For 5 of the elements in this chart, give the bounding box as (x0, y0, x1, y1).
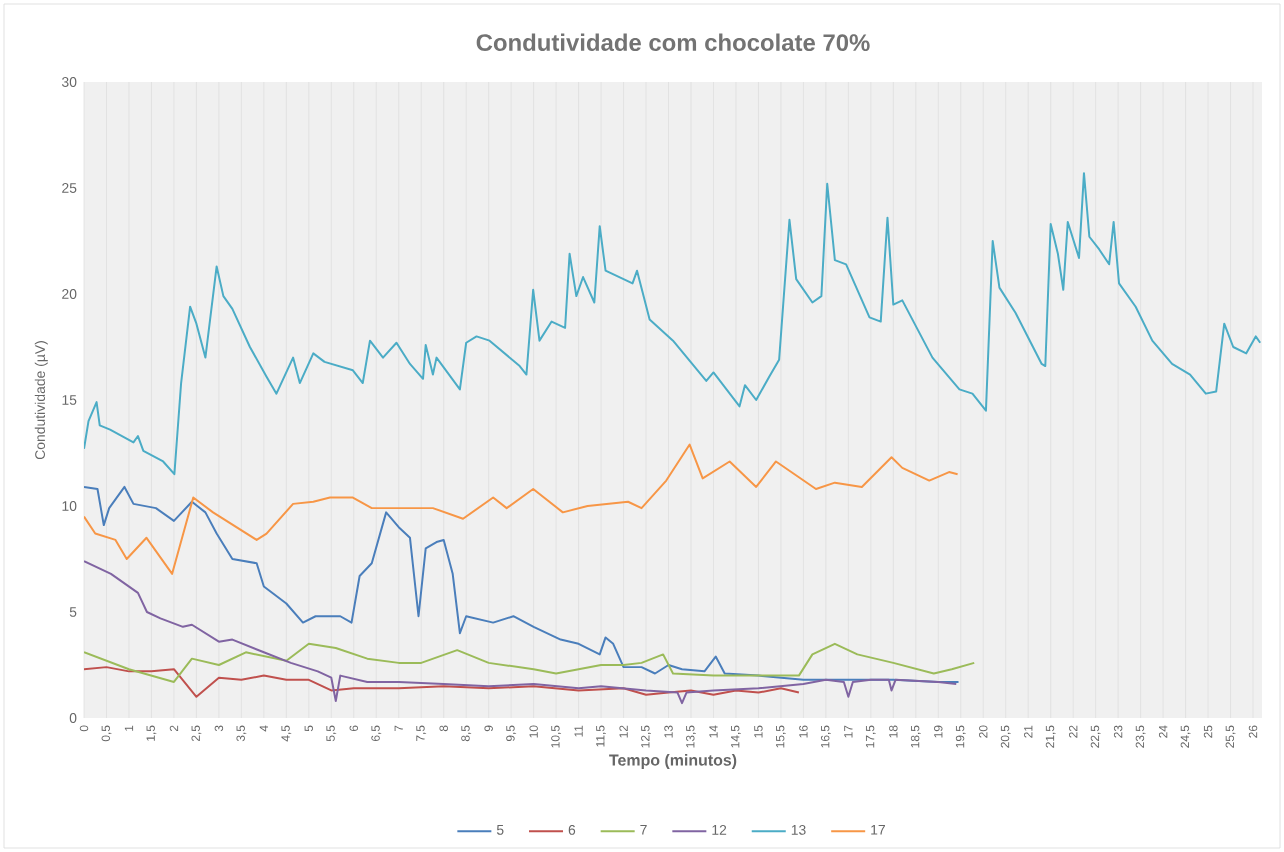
line-series (84, 443, 959, 575)
line-series (84, 560, 958, 705)
chart-title: Condutividade com chocolate 70% (476, 33, 870, 52)
line-series (84, 666, 800, 698)
line-series (84, 172, 1262, 476)
